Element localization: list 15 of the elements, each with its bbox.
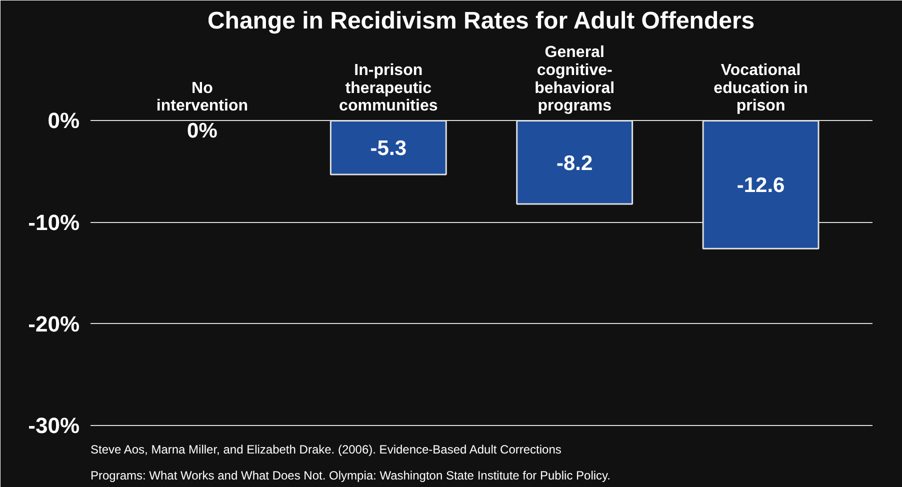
chart-title: Change in Recidivism Rates for Adult Offenders — [207, 8, 755, 34]
x-tick-label: Vocational education in prison — [714, 62, 808, 115]
data-label: -12.6 — [736, 174, 785, 198]
x-tick-label: No intervention — [156, 80, 248, 115]
text: Steve Aos, Marna Miller, and Elizabeth Drake. (2006). Evidence-Based Adult Corrections — [90, 442, 562, 456]
x-tick-label: In-prison therapeutic communities — [339, 62, 438, 115]
y-tick-label: -10% — [28, 210, 80, 235]
y-tick-label: 0% — [48, 108, 80, 134]
data-label: -8.2 — [556, 152, 593, 175]
data-label: 0% — [187, 119, 218, 142]
text: Programs: What Works and What Does Not. Olympia: Washington State Institute for Public Policy. — [90, 468, 610, 482]
y-tick-label: -20% — [28, 311, 80, 336]
data-label: -5.3 — [370, 137, 406, 160]
y-tick-label: -30% — [28, 412, 80, 438]
x-tick-label: General cognitive-behavioral programs — [534, 44, 615, 115]
